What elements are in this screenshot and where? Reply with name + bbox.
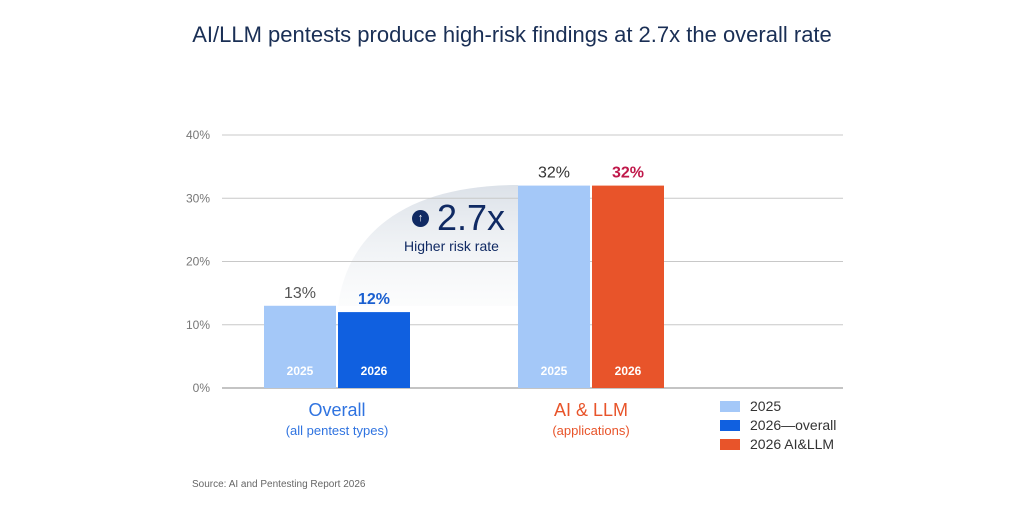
data-label: 12% [358, 291, 390, 308]
bar-year-label: 2025 [541, 364, 568, 378]
data-label: 32% [538, 165, 570, 182]
data-label: 13% [284, 285, 316, 302]
legend-swatch [720, 419, 740, 431]
highlight-arc [338, 185, 518, 306]
chart-title: AI/LLM pentests produce high-risk findin… [192, 22, 832, 47]
legend-swatch [720, 438, 740, 450]
legend-label: 2026—overall [750, 417, 837, 433]
group-sub: (all pentest types) [285, 423, 389, 438]
bar-year-label: 2026 [615, 364, 642, 378]
legend: 2025 2026—overall 2026 AI&LLM [720, 397, 836, 454]
source-note: Source: AI and Pentesting Report 2026 [192, 479, 366, 490]
bar-year-label: 2026 [361, 364, 388, 378]
y-tick-label: 10% [186, 318, 210, 332]
y-tick-label: 30% [186, 191, 210, 205]
legend-label: 2025 [750, 398, 782, 414]
legend-item: 2026 AI&LLM [720, 435, 836, 453]
data-label: 32% [612, 165, 644, 182]
y-tick-label: 0% [193, 381, 211, 395]
callout-label: Higher risk rate [404, 238, 499, 254]
callout-value: 2.7x [437, 197, 506, 238]
group-name: AI & LLM [553, 400, 629, 420]
bar [264, 305, 336, 388]
group-label-overall: Overall (all pentest types) [237, 400, 437, 438]
legend-item: 2026—overall [720, 416, 836, 434]
legend-label: 2026 AI&LLM [750, 436, 835, 452]
bar [518, 185, 590, 388]
legend-swatch [720, 400, 740, 412]
y-tick-label: 20% [186, 255, 210, 269]
callout: ↑ 2.7x Higher risk rate [400, 197, 510, 255]
bar-year-label: 2025 [287, 364, 314, 378]
bar [338, 312, 410, 388]
bar [592, 185, 664, 388]
y-tick-label: 40% [186, 128, 210, 142]
group-label-ai-llm: AI & LLM (applications) [491, 400, 691, 438]
group-sub: (applications) [552, 423, 630, 438]
group-name: Overall [308, 400, 366, 420]
arrow-up-icon: ↑ [412, 209, 429, 227]
legend-item: 2025 [720, 397, 836, 415]
